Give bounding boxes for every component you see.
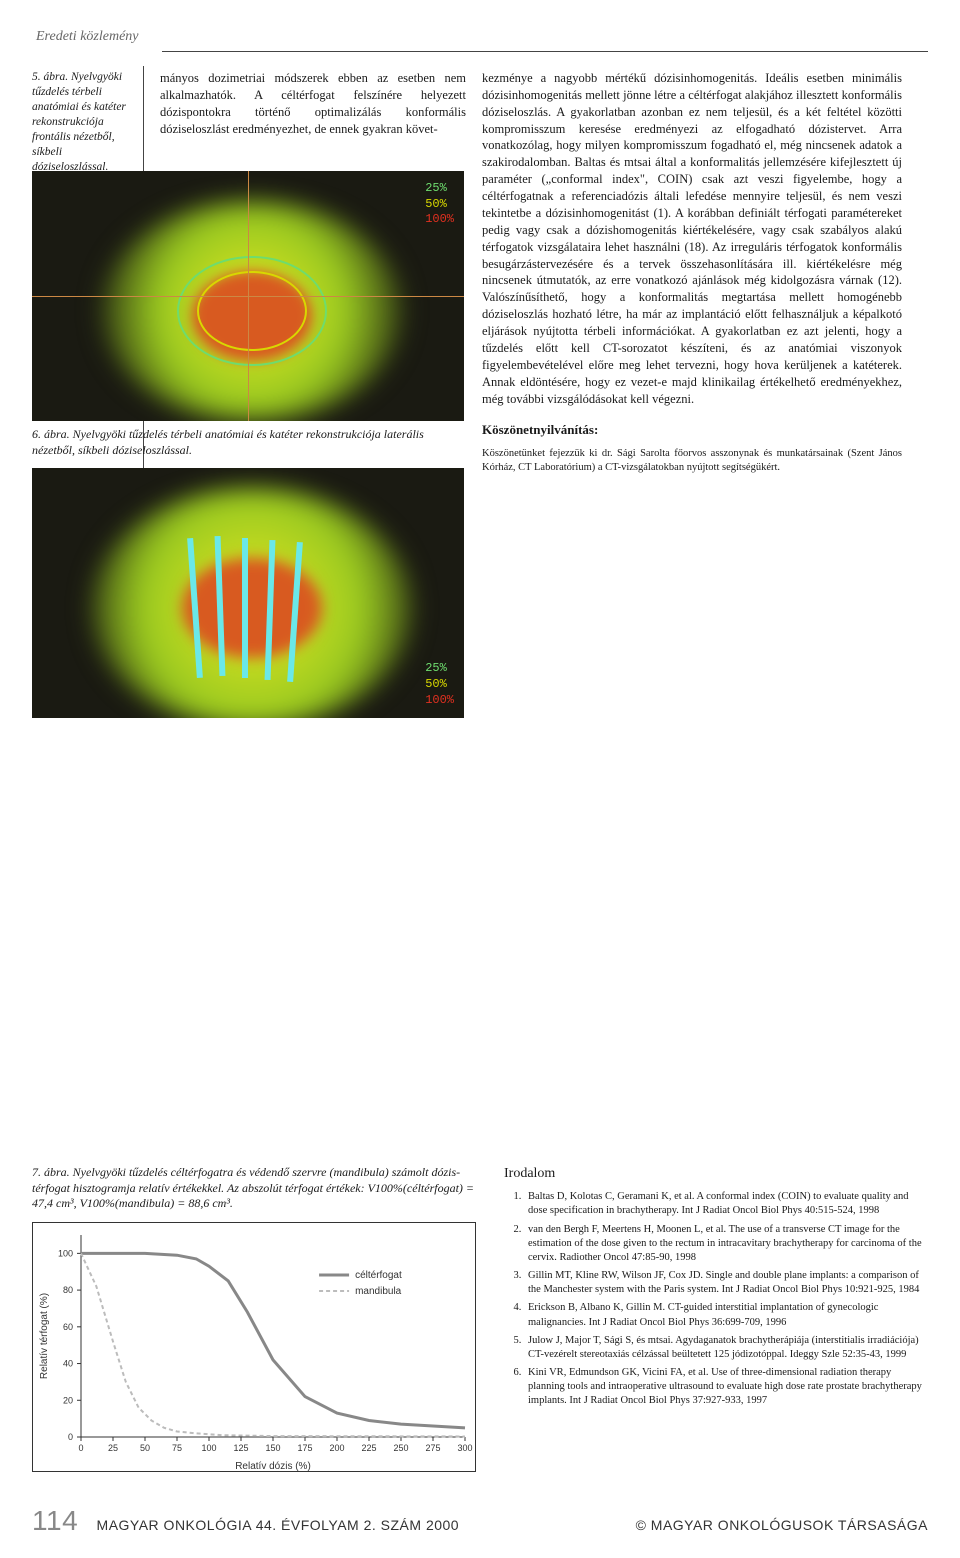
reference-item: van den Bergh F, Meertens H, Moonen L, e… <box>524 1223 924 1266</box>
svg-text:225: 225 <box>361 1443 376 1453</box>
figure-stack: 25% 50% 100% 6. ábra. Nyelvgyöki tűzdelé… <box>32 165 464 718</box>
svg-text:0: 0 <box>68 1432 73 1442</box>
footer-right: © MAGYAR ONKOLÓGUSOK TÁRSASÁGA <box>636 1516 928 1535</box>
svg-text:200: 200 <box>329 1443 344 1453</box>
legend-100b: 100% <box>425 693 454 709</box>
svg-text:80: 80 <box>63 1285 73 1295</box>
svg-text:150: 150 <box>265 1443 280 1453</box>
lower-left-column: 7. ábra. Nyelvgyöki tűzdelés céltérfogat… <box>32 1165 476 1472</box>
reference-item: Baltas D, Kolotas C, Geramani K, et al. … <box>524 1190 924 1218</box>
svg-text:60: 60 <box>63 1322 73 1332</box>
fig6-caption: 6. ábra. Nyelvgyöki tűzdelés térbeli ana… <box>32 427 464 458</box>
svg-text:Relatív térfogat (%): Relatív térfogat (%) <box>39 1293 50 1379</box>
running-head: Eredeti közlemény <box>32 28 928 47</box>
dvh-chart-svg: 0 20 40 60 80 100 0 25 50 75 100 125 150 175 200 225 250… <box>33 1223 477 1473</box>
acknowledgement-body: Köszönetünket fejezzük ki dr. Sági Sarol… <box>482 447 902 475</box>
svg-text:céltérfogat: céltérfogat <box>355 1270 402 1281</box>
page-number: 114 <box>32 1505 78 1536</box>
legend-25: 25% <box>425 181 454 197</box>
right-body-text: kezménye a nagyobb mértékű dózisinhomoge… <box>482 70 902 408</box>
svg-text:250: 250 <box>393 1443 408 1453</box>
legend-50: 50% <box>425 197 454 213</box>
reference-item: Kini VR, Edmundson GK, Vicini FA, et al.… <box>524 1366 924 1409</box>
lower-right-column: Irodalom Baltas D, Kolotas C, Geramani K… <box>504 1165 924 1472</box>
fig5-caption: 5. ábra. Nyelvgyöki tűzdelés térbeli ana… <box>32 70 133 175</box>
svg-text:25: 25 <box>108 1443 118 1453</box>
svg-text:275: 275 <box>425 1443 440 1453</box>
references-list: Baltas D, Kolotas C, Geramani K, et al. … <box>504 1190 924 1408</box>
reference-item: Gillin MT, Kline RW, Wilson JF, Cox JD. … <box>524 1269 924 1297</box>
legend-50b: 50% <box>425 677 454 693</box>
svg-text:175: 175 <box>297 1443 312 1453</box>
svg-text:Relatív dózis (%): Relatív dózis (%) <box>235 1461 311 1472</box>
reference-item: Erickson B, Albano K, Gillin M. CT-guide… <box>524 1301 924 1329</box>
journal-citation: MAGYAR ONKOLÓGIA 44. ÉVFOLYAM 2. SZÁM 20… <box>97 1517 460 1533</box>
references-heading: Irodalom <box>504 1165 924 1184</box>
legend-100: 100% <box>425 212 454 228</box>
reference-item: Julow J, Major T, Sági S, és mtsai. Agyd… <box>524 1334 924 1362</box>
dvh-chart: 0 20 40 60 80 100 0 25 50 75 100 125 150 175 200 225 250… <box>32 1222 476 1472</box>
page-footer: 114 MAGYAR ONKOLÓGIA 44. ÉVFOLYAM 2. SZÁ… <box>32 1502 928 1540</box>
fig6-legend: 25% 50% 100% <box>425 661 454 708</box>
svg-text:50: 50 <box>140 1443 150 1453</box>
svg-text:mandibula: mandibula <box>355 1286 402 1297</box>
fig5-image: 25% 50% 100% <box>32 171 464 421</box>
lower-section: 7. ábra. Nyelvgyöki tűzdelés céltérfogat… <box>32 1165 928 1472</box>
svg-text:300: 300 <box>457 1443 472 1453</box>
acknowledgement-heading: Köszönetnyilvánítás: <box>482 421 902 439</box>
svg-text:100: 100 <box>58 1248 73 1258</box>
svg-text:75: 75 <box>172 1443 182 1453</box>
header-rule <box>162 51 928 52</box>
right-text-column: kezménye a nagyobb mértékű dózisinhomoge… <box>482 66 902 475</box>
legend-25b: 25% <box>425 661 454 677</box>
svg-text:100: 100 <box>201 1443 216 1453</box>
footer-left: 114 MAGYAR ONKOLÓGIA 44. ÉVFOLYAM 2. SZÁ… <box>32 1502 459 1540</box>
fig6-image: 25% 50% 100% <box>32 468 464 718</box>
fig5-legend: 25% 50% 100% <box>425 181 454 228</box>
fig7-caption: 7. ábra. Nyelvgyöki tűzdelés céltérfogat… <box>32 1165 476 1212</box>
svg-text:0: 0 <box>78 1443 83 1453</box>
svg-text:40: 40 <box>63 1359 73 1369</box>
svg-text:125: 125 <box>233 1443 248 1453</box>
svg-text:20: 20 <box>63 1395 73 1405</box>
